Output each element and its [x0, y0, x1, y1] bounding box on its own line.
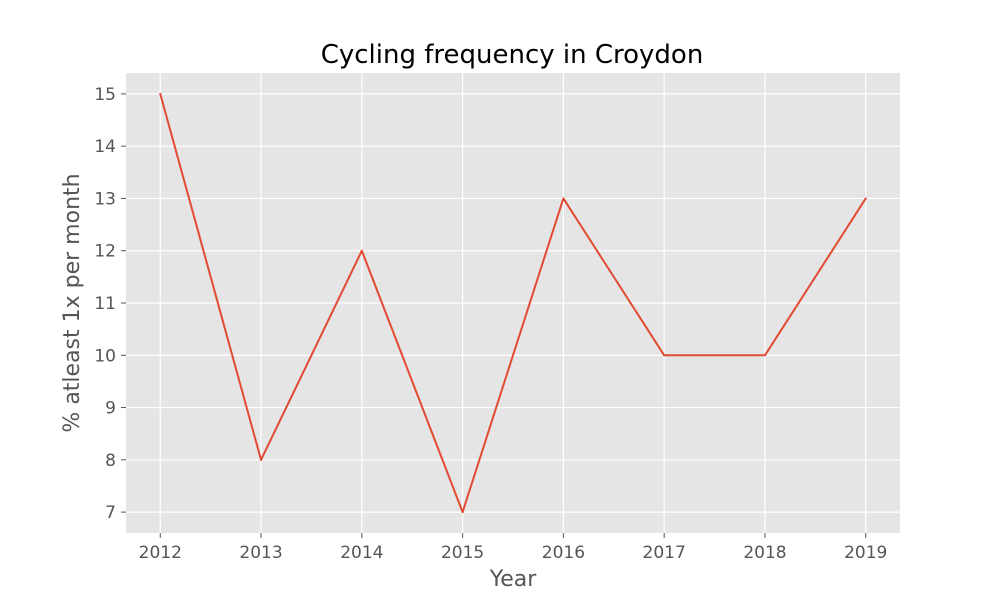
x-tick-label: 2014	[340, 543, 383, 563]
chart-title: Cycling frequency in Croydon	[321, 40, 704, 70]
x-tick-label: 2016	[542, 543, 585, 563]
x-tick-label: 2019	[844, 543, 887, 563]
y-tick-label: 7	[105, 503, 116, 523]
data-point	[663, 354, 666, 357]
y-tick-label: 8	[105, 451, 116, 471]
data-point	[260, 458, 263, 461]
data-point	[763, 354, 766, 357]
y-axis-title: % atleast 1x per month	[60, 173, 85, 432]
data-point	[461, 511, 464, 514]
y-tick-label: 11	[94, 294, 116, 314]
x-axis-title: Year	[489, 567, 538, 592]
x-tick-label: 2017	[643, 543, 686, 563]
series-line	[159, 93, 867, 514]
data-point	[159, 92, 162, 95]
x-tick-label: 2012	[139, 543, 182, 563]
axis-ticks: 2012 2013 2014 2015 2016 2017 2018 2019 7 8 9 10 11 1…	[94, 85, 887, 563]
series-layer	[159, 92, 867, 514]
y-tick-label: 10	[94, 346, 116, 366]
data-point	[562, 197, 565, 200]
y-tick-label: 9	[105, 399, 116, 419]
x-tick-label: 2015	[441, 543, 484, 563]
data-point	[360, 249, 363, 252]
y-tick-label: 14	[94, 137, 116, 157]
x-tick-label: 2013	[239, 543, 282, 563]
y-tick-label: 13	[94, 189, 116, 209]
gridlines	[126, 73, 900, 533]
y-tick-label: 12	[94, 242, 116, 262]
x-tick-label: 2018	[743, 543, 786, 563]
data-point	[864, 197, 867, 200]
y-tick-label: 15	[94, 85, 116, 105]
